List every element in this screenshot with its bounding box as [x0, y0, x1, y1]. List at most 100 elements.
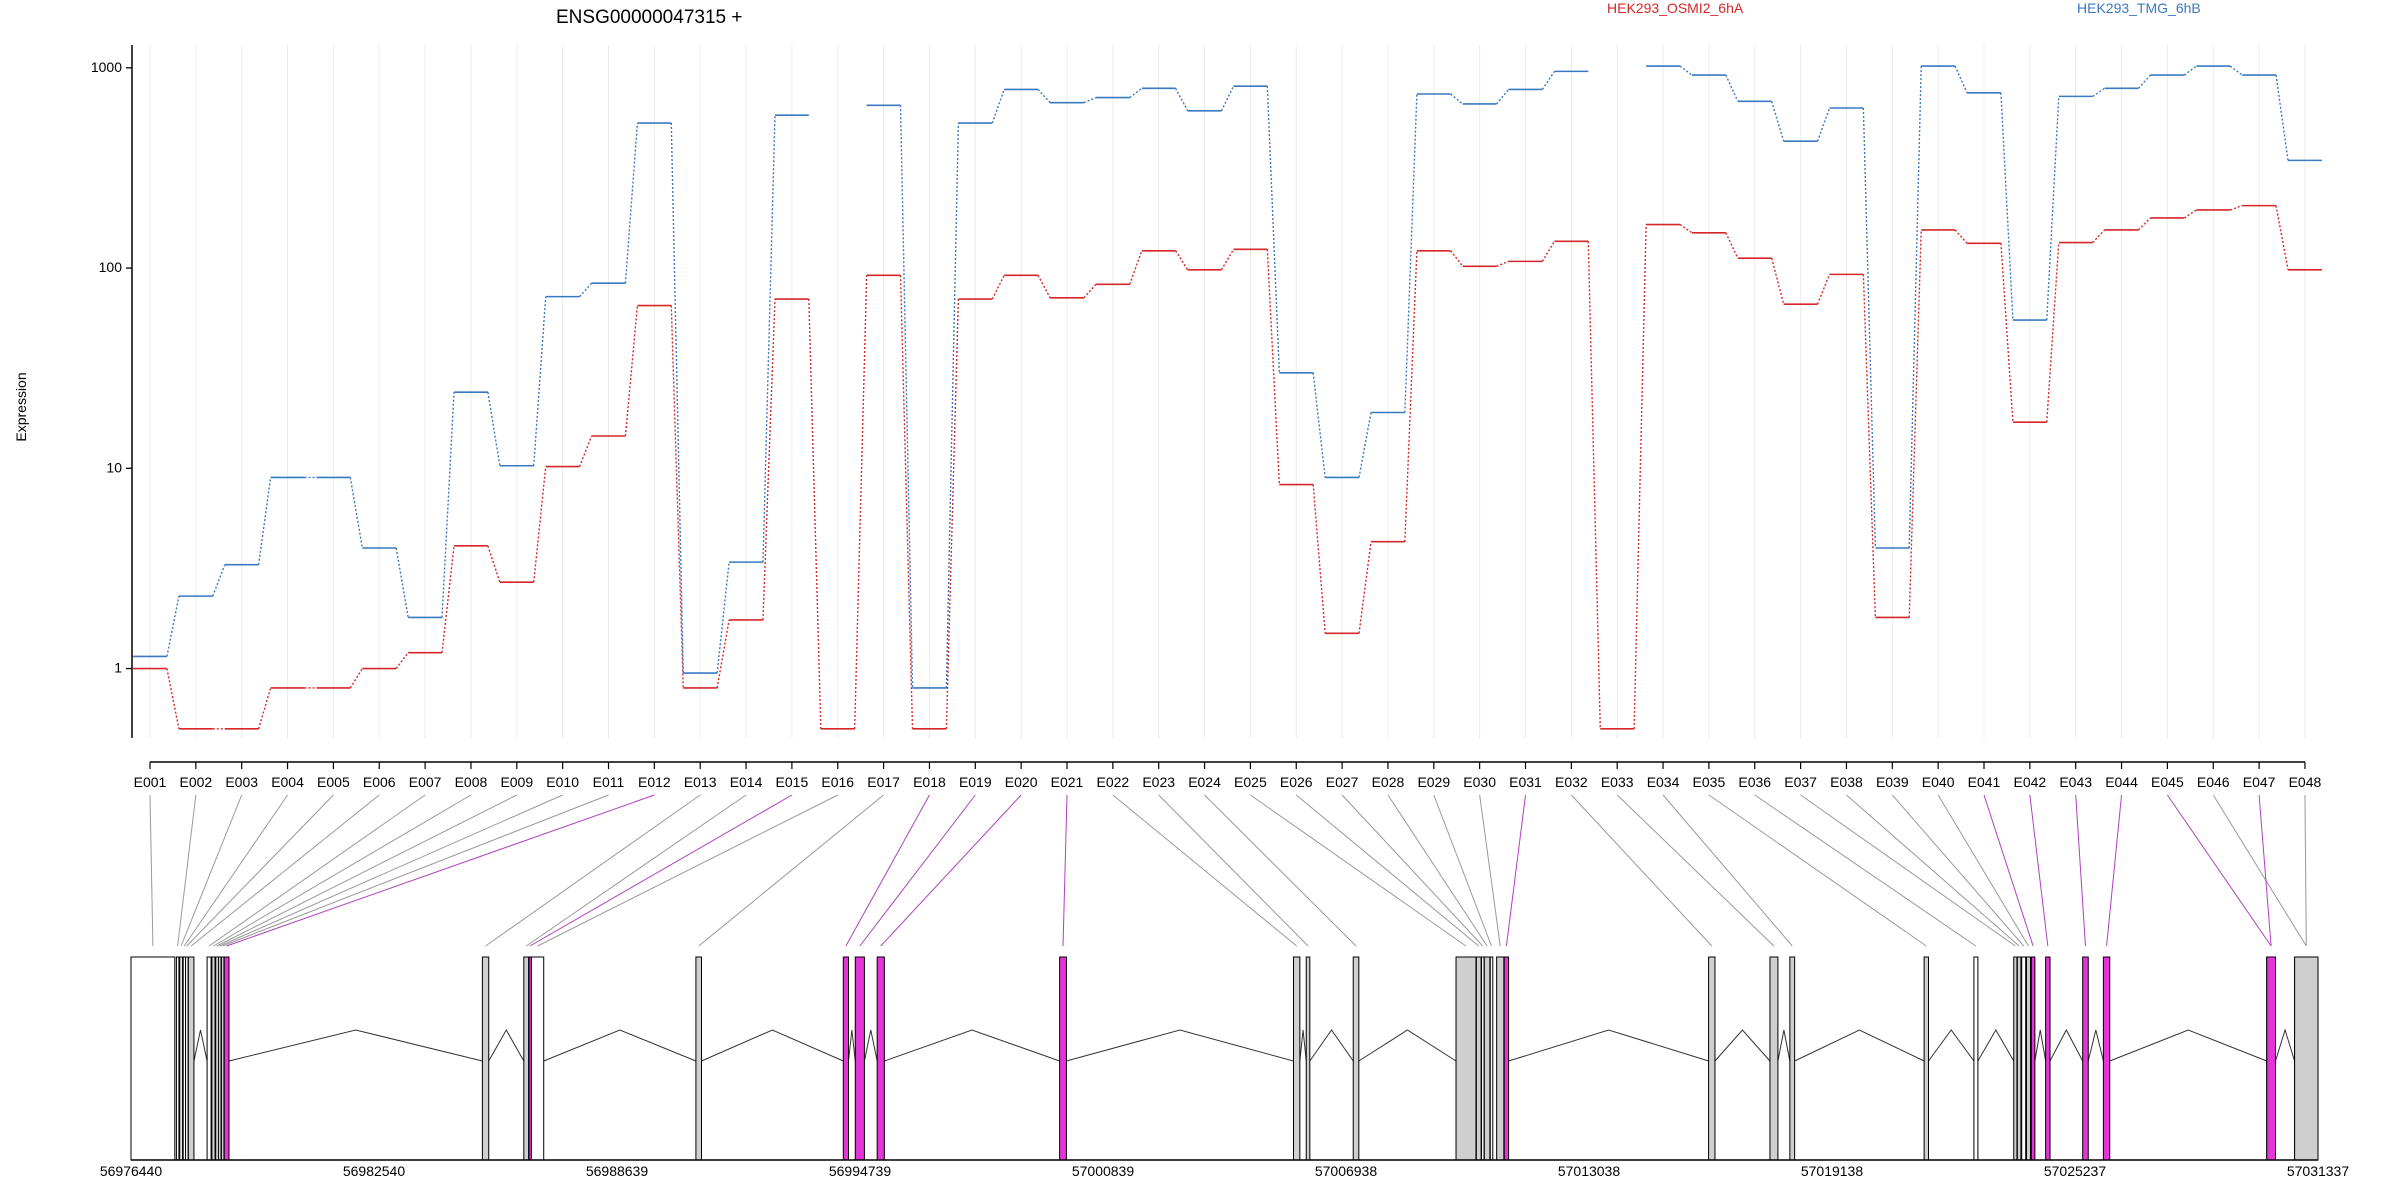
exon-block-e003	[179, 956, 183, 1161]
series-hek293-tmg-6hb-connector-11	[624, 122, 639, 284]
series-hek293-osmi2-6ha-connector-34	[1679, 223, 1693, 234]
connector-e019	[859, 794, 976, 947]
exon-block-e011	[220, 956, 225, 1161]
x-tick-label-e032: E032	[1555, 774, 1588, 790]
exon-block-e017	[695, 956, 702, 1161]
connector-e012	[226, 794, 655, 947]
exon-block-e035	[1923, 956, 1930, 1161]
connector-e042	[2029, 794, 2049, 947]
x-tick-label-e001: E001	[134, 774, 167, 790]
exon-block-e008	[211, 956, 216, 1161]
exon-block-e041	[2030, 956, 2036, 1161]
connector-e026	[1295, 794, 1480, 947]
intron-e041-e042	[2034, 1029, 2047, 1062]
exon-block-e043	[2082, 956, 2089, 1161]
series-hek293-tmg-6hb-connector-37	[1816, 107, 1831, 142]
connector-e037	[1800, 794, 2016, 947]
series-hek293-osmi2-6ha-connector-26	[1312, 484, 1326, 634]
series-hek293-tmg-6hb-connector-27	[1358, 412, 1372, 478]
intron-e035-e036	[1928, 1029, 1975, 1062]
exon-block-e021	[1059, 956, 1067, 1161]
series-hek293-tmg-6hb-connector-3	[257, 477, 272, 565]
vertical-gridlines	[149, 45, 2306, 738]
connector-e002	[177, 794, 197, 947]
series-hek293-osmi2-6ha-connector-13	[716, 619, 730, 689]
intron-e016-e017	[543, 1029, 697, 1062]
connector-e025	[1250, 794, 1467, 947]
series-hek293-osmi2-6ha-connector-1	[166, 668, 180, 729]
exon-block-e006	[187, 956, 195, 1161]
connector-e021	[1062, 794, 1068, 947]
series-hek293-tmg-6hb-connector-18	[945, 123, 960, 688]
series-hek293-tmg-6hb-connector-30	[1496, 88, 1510, 105]
x-tick-label-e022: E022	[1096, 774, 1129, 790]
series-hek293-osmi2-6ha-connector-5	[349, 668, 363, 689]
series-hek293-tmg-6hb-connector-7	[441, 392, 455, 618]
connector-e014	[525, 794, 747, 947]
intron-e006-e007	[193, 1029, 208, 1062]
exon-block-e027	[1481, 956, 1485, 1161]
series-hek293-osmi2-6ha-connector-21	[1083, 283, 1097, 299]
exon-block-e036	[1973, 956, 1979, 1161]
series-hek293-osmi2-6ha-connector-22	[1129, 250, 1143, 285]
series-hek293-osmi2-6ha-connector-29	[1450, 250, 1464, 267]
exon-block-e025	[1455, 956, 1477, 1161]
connector-e044	[2106, 794, 2123, 947]
intron-e042-e043	[2049, 1028, 2084, 1062]
series-hek293-tmg-6hb-connector-10	[579, 282, 593, 298]
connector-e040	[1937, 794, 2029, 947]
connector-e022	[1112, 794, 1297, 947]
exon-block-e038	[2016, 956, 2022, 1161]
connector-e039	[1891, 794, 2025, 947]
connector-e010	[219, 794, 563, 947]
series-hek293-tmg-6hb-connector-36	[1771, 101, 1785, 142]
exon-block-e042	[2045, 956, 2051, 1161]
series-hek293-tmg-6hb-connector-6	[395, 547, 409, 618]
exon-block-e019	[854, 956, 865, 1161]
intron-e018-e019	[847, 1029, 856, 1062]
exon-block-e005	[185, 956, 189, 1161]
x-tick-label-e009: E009	[500, 774, 533, 790]
x-tick-label-e027: E027	[1326, 774, 1359, 790]
connector-e031	[1505, 794, 1526, 947]
connector-e041	[1983, 794, 2034, 947]
x-tick-label-e006: E006	[363, 774, 396, 790]
x-tick-label-e046: E046	[2197, 774, 2230, 790]
genomic-tick-label-57019138: 57019138	[1801, 1163, 1864, 1179]
connector-e003	[180, 794, 243, 947]
x-tick-label-e016: E016	[821, 774, 854, 790]
genomic-tick-label-56976440: 56976440	[100, 1163, 163, 1179]
intron-e020-e021	[884, 1029, 1060, 1062]
genomic-tick-label-56988639: 56988639	[586, 1163, 649, 1179]
x-tick-label-e048: E048	[2289, 774, 2322, 790]
series-hek293-tmg-6hb-connector-28	[1404, 93, 1418, 413]
exon-block-e044	[2102, 956, 2111, 1161]
x-tick-label-e014: E014	[730, 774, 763, 790]
series-hek293-osmi2-6ha-connector-39	[1908, 229, 1922, 618]
series-hek293-osmi2-6ha-connector-42	[2046, 242, 2060, 423]
series-hek293-tmg-6hb	[133, 65, 2322, 689]
exon-axis: E001 E002 E003 E004 E005 E006 E007 E008 E009 E010…	[134, 761, 2322, 790]
connector-e038	[1846, 794, 2020, 947]
series-hek293-osmi2-6ha-connector-24	[1220, 249, 1235, 271]
exon-block-e016	[530, 956, 545, 1161]
connector-e034	[1662, 794, 1793, 947]
genomic-tick-label-57025237: 57025237	[2044, 1163, 2107, 1179]
connector-e017	[698, 794, 884, 947]
intron-e033-e034	[1777, 1029, 1791, 1062]
connector-e018	[845, 794, 930, 947]
genomic-tick-label-56994739: 56994739	[829, 1163, 892, 1179]
series-hek293-tmg-6hb-connector-40	[1954, 65, 1968, 94]
series-hek293-osmi2-6ha-connector-36	[1770, 258, 1785, 305]
series-hek293-tmg-6hb-connector-47	[2275, 74, 2289, 161]
intron-e034-e035	[1794, 1029, 1925, 1062]
series-hek293-tmg-6hb-connector-13	[716, 562, 730, 674]
connector-e023	[1158, 794, 1309, 947]
series-hek293-osmi2-6ha-connector-37	[1816, 274, 1831, 305]
exon-block-e014	[523, 956, 530, 1161]
connector-e035	[1708, 794, 1927, 947]
series-hek293-tmg-6hb-connector-12	[670, 123, 684, 674]
x-tick-label-e021: E021	[1051, 774, 1084, 790]
series-lines	[133, 65, 2322, 730]
